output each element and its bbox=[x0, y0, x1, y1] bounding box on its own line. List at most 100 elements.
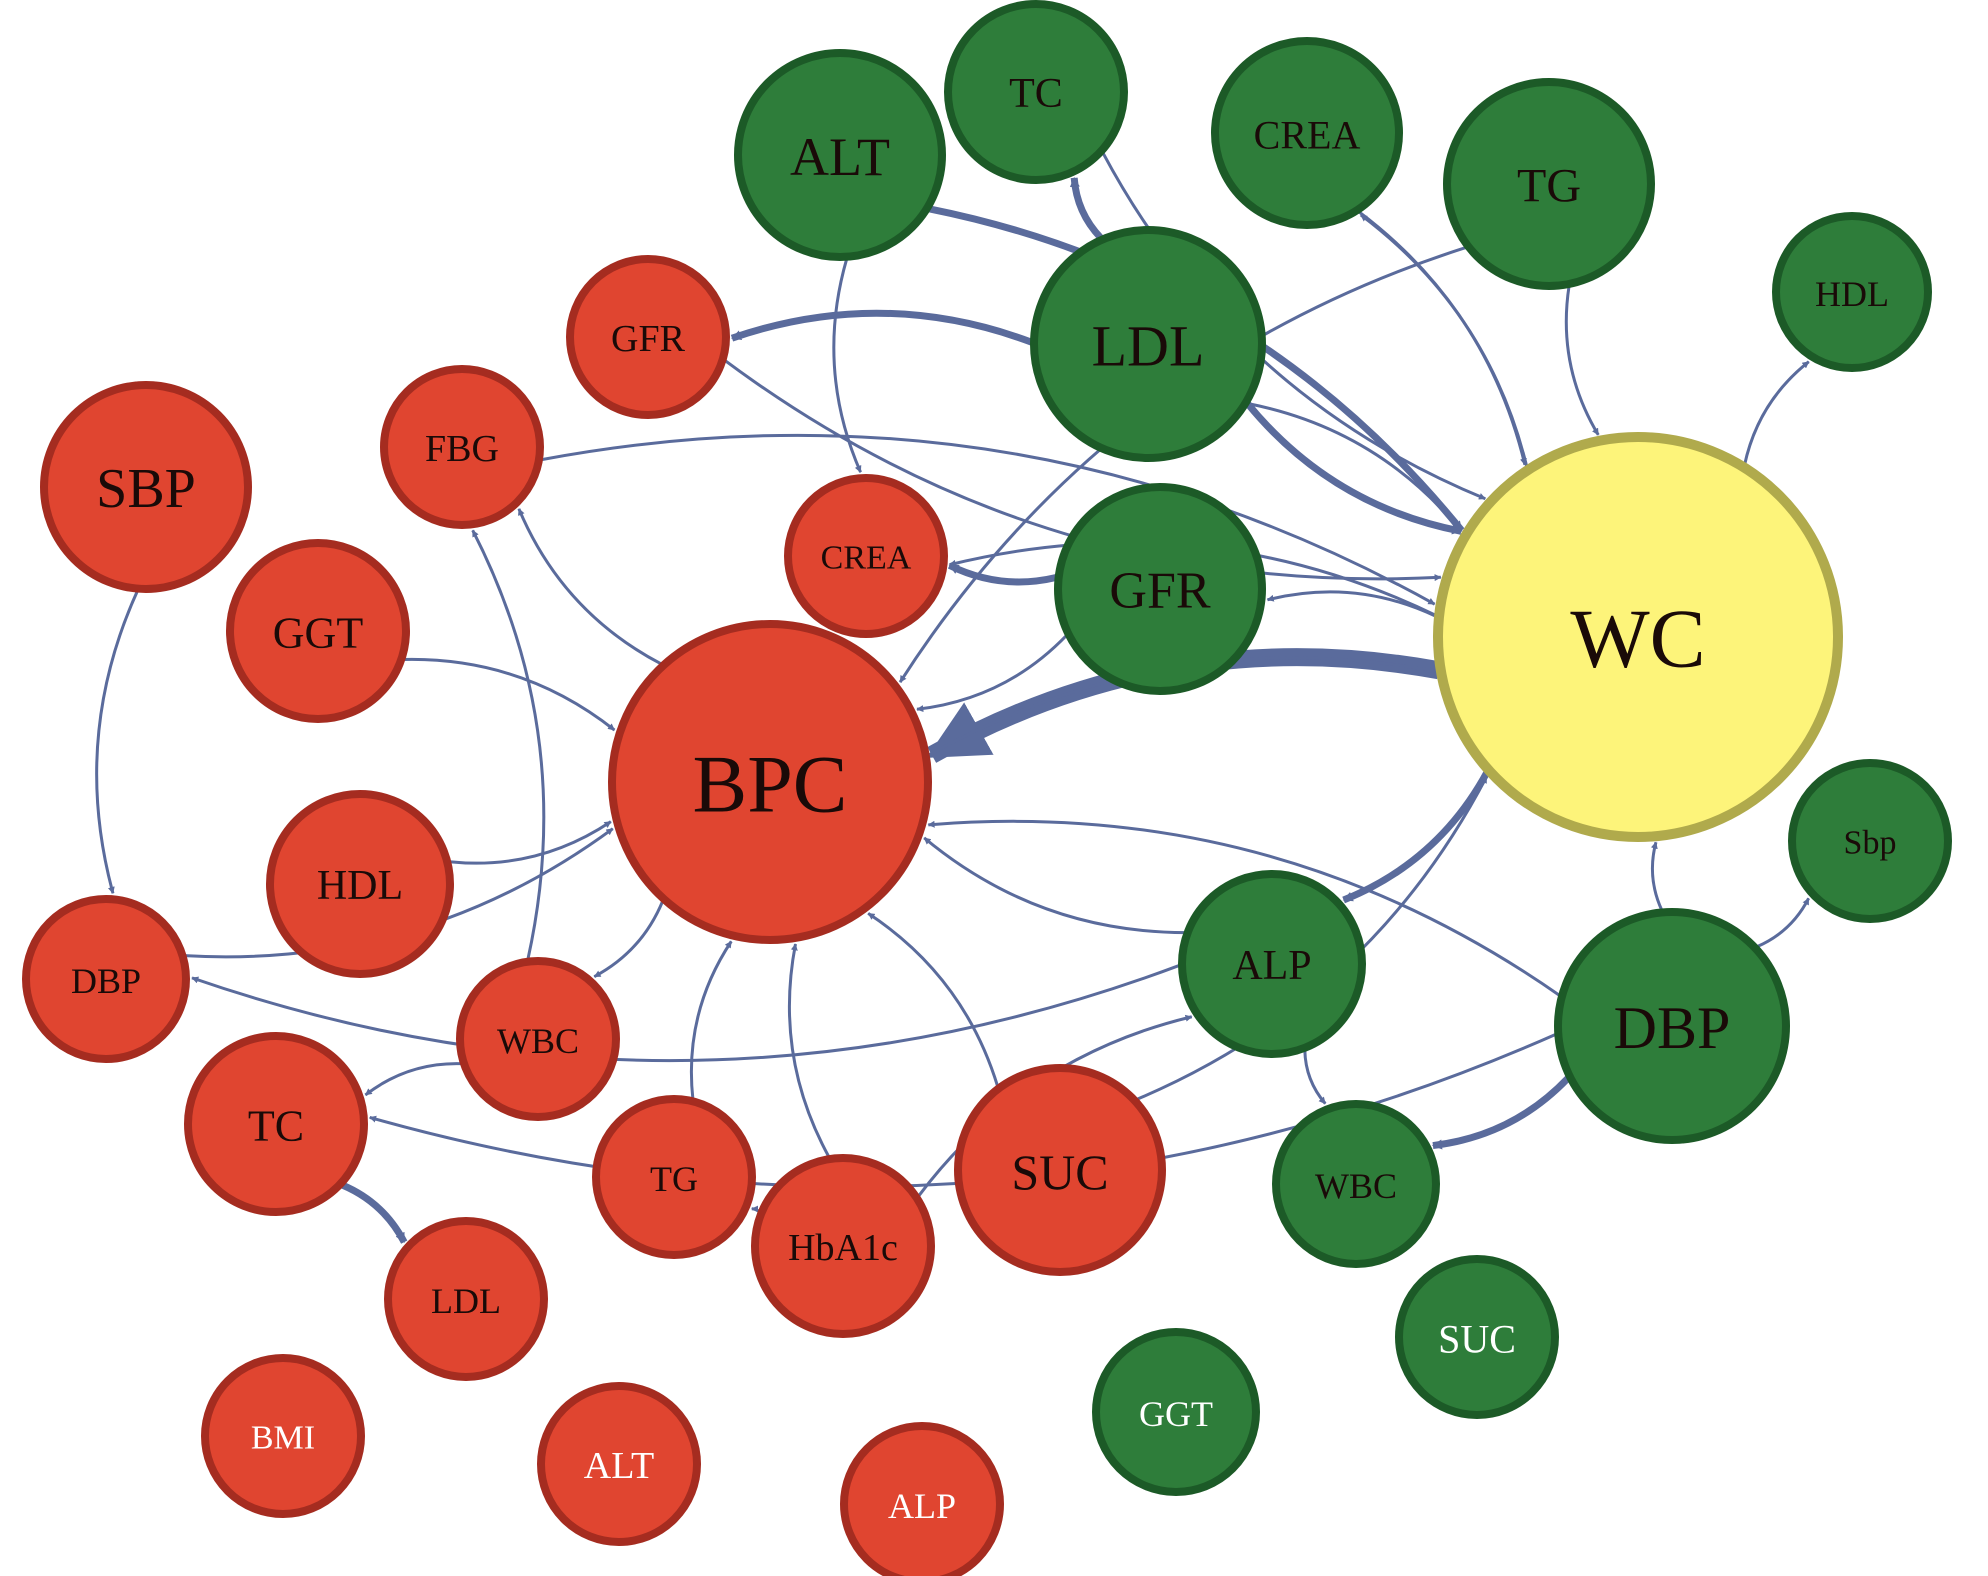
edge-g-tg-to-wc bbox=[1564, 285, 1600, 436]
node-g-ldl: LDL bbox=[1030, 226, 1266, 462]
node-r-crea: CREA bbox=[784, 474, 948, 638]
edge-g-gfr-to-r-crea bbox=[947, 562, 1058, 586]
node-circle-r-alp bbox=[840, 1422, 1004, 1576]
node-circle-g-alp bbox=[1178, 870, 1366, 1058]
edge-wc-to-g-gfr bbox=[1266, 590, 1438, 619]
node-circle-g-suc bbox=[1395, 1255, 1559, 1419]
node-label-r-alt: ALT bbox=[584, 1445, 654, 1487]
nodes-layer: BPC SBP GFR FBG CREA GGT HDL DBP WBC TC TG HbA1c SUC… bbox=[22, 0, 1952, 1576]
node-circle-g-ggt bbox=[1092, 1328, 1260, 1496]
node-label-r-fbg: FBG bbox=[425, 428, 499, 470]
edge-g-dbp-to-r-bpc bbox=[927, 819, 1561, 997]
node-r-wbc: WBC bbox=[456, 957, 620, 1121]
node-circle-g-ldl bbox=[1030, 226, 1266, 462]
node-circle-r-bmi bbox=[201, 1354, 365, 1518]
node-circle-g-alt bbox=[734, 49, 946, 261]
node-circle-r-gfr bbox=[566, 255, 730, 419]
node-g-wbc: WBC bbox=[1272, 1100, 1440, 1268]
node-r-hba1c: HbA1c bbox=[751, 1154, 935, 1338]
node-g-tg: TG bbox=[1443, 78, 1655, 290]
node-label-r-hba1c: HbA1c bbox=[788, 1227, 898, 1269]
node-label-r-bmi: BMI bbox=[251, 1420, 315, 1457]
edge-wc-to-g-crea bbox=[1359, 213, 1529, 469]
node-g-gfr: GFR bbox=[1054, 483, 1266, 695]
node-circle-g-sbp bbox=[1788, 759, 1952, 923]
node-label-wc: WC bbox=[1570, 593, 1705, 686]
node-label-g-crea: CREA bbox=[1254, 113, 1361, 158]
edge-r-ggt-to-r-bpc bbox=[403, 657, 616, 732]
edge-g-gfr-to-r-bpc bbox=[916, 634, 1068, 713]
node-circle-r-hdl bbox=[266, 790, 454, 978]
edge-wc-to-g-alp bbox=[1342, 769, 1491, 904]
node-circle-r-sbp bbox=[40, 381, 252, 593]
node-label-g-alt: ALT bbox=[790, 127, 890, 187]
edge-g-alp-to-g-wbc bbox=[1303, 1049, 1327, 1105]
node-label-g-tc: TC bbox=[1009, 71, 1063, 117]
node-circle-g-dbp bbox=[1554, 908, 1790, 1144]
node-g-crea: CREA bbox=[1211, 37, 1403, 229]
node-label-r-alp: ALP bbox=[888, 1486, 956, 1526]
node-label-r-ldl: LDL bbox=[431, 1281, 501, 1321]
node-wc: WC bbox=[1433, 432, 1843, 842]
node-r-tg: TG bbox=[592, 1095, 756, 1259]
node-circle-r-suc bbox=[954, 1064, 1166, 1276]
node-r-hdl: HDL bbox=[266, 790, 454, 978]
edge-g-ldl-to-g-tc bbox=[1069, 176, 1104, 241]
node-g-suc: SUC bbox=[1395, 1255, 1559, 1419]
edge-g-ldl-to-wc bbox=[1244, 401, 1463, 535]
node-r-gfr: GFR bbox=[566, 255, 730, 419]
node-circle-g-gfr bbox=[1054, 483, 1266, 695]
edge-r-hdl-to-r-bpc bbox=[449, 820, 612, 865]
node-r-sbp: SBP bbox=[40, 381, 252, 593]
node-circle-r-wbc bbox=[456, 957, 620, 1121]
node-g-dbp: DBP bbox=[1554, 908, 1790, 1144]
node-circle-wc bbox=[1433, 432, 1843, 842]
edge-r-wbc-to-r-tc bbox=[364, 1062, 462, 1097]
edge-r-tg-to-r-bpc bbox=[689, 940, 733, 1100]
node-g-sbp: Sbp bbox=[1788, 759, 1952, 923]
node-r-alt: ALT bbox=[537, 1382, 701, 1546]
edge-r-sbp-to-r-dbp bbox=[95, 590, 139, 894]
edge-g-ldl-to-wc bbox=[1247, 402, 1463, 533]
node-r-dbp: DBP bbox=[22, 895, 190, 1063]
node-circle-r-tc bbox=[184, 1032, 368, 1216]
edge-g-dbp-to-wc bbox=[1650, 841, 1664, 912]
edge-wc-to-g-hdl bbox=[1743, 360, 1810, 466]
edge-g-ldl-to-r-gfr bbox=[730, 309, 1034, 346]
node-circle-r-alt bbox=[537, 1382, 701, 1546]
node-label-g-hdl: HDL bbox=[1815, 274, 1889, 314]
node-circle-r-crea bbox=[784, 474, 948, 638]
node-circle-r-tg bbox=[592, 1095, 756, 1259]
node-label-g-ldl: LDL bbox=[1092, 314, 1205, 379]
node-g-ggt: GGT bbox=[1092, 1328, 1260, 1496]
node-circle-r-dbp bbox=[22, 895, 190, 1063]
node-label-r-tg: TG bbox=[650, 1159, 698, 1199]
edge-r-fbg-to-wc bbox=[540, 433, 1436, 606]
node-label-r-dbp: DBP bbox=[71, 961, 141, 1001]
edge-r-tc-to-r-ldl bbox=[340, 1181, 408, 1244]
node-circle-g-wbc bbox=[1272, 1100, 1440, 1268]
node-label-r-hdl: HDL bbox=[317, 863, 403, 909]
node-label-r-gfr: GFR bbox=[611, 318, 686, 360]
node-r-bpc: BPC bbox=[608, 620, 932, 944]
edge-r-bpc-to-r-wbc bbox=[593, 900, 665, 978]
node-label-r-ggt: GGT bbox=[273, 609, 364, 658]
node-r-fbg: FBG bbox=[380, 365, 544, 529]
node-label-r-tc: TC bbox=[248, 1102, 304, 1151]
node-label-r-bpc: BPC bbox=[693, 739, 848, 830]
node-r-alp: ALP bbox=[840, 1422, 1004, 1576]
node-circle-r-bpc bbox=[608, 620, 932, 944]
node-g-alt: ALT bbox=[734, 49, 946, 261]
node-circle-r-ggt bbox=[226, 539, 410, 723]
node-label-g-tg: TG bbox=[1517, 160, 1581, 213]
node-circle-g-tg bbox=[1443, 78, 1655, 290]
node-r-bmi: BMI bbox=[201, 1354, 365, 1518]
node-label-g-ggt: GGT bbox=[1139, 1394, 1213, 1434]
node-g-hdl: HDL bbox=[1772, 212, 1932, 372]
edge-g-alp-to-r-bpc bbox=[923, 836, 1186, 935]
node-r-ldl: LDL bbox=[384, 1217, 548, 1381]
node-label-g-gfr: GFR bbox=[1109, 563, 1210, 620]
node-g-tc: TC bbox=[944, 0, 1128, 184]
edge-r-wbc-to-r-fbg bbox=[471, 529, 546, 960]
node-label-r-suc: SUC bbox=[1011, 1144, 1108, 1200]
